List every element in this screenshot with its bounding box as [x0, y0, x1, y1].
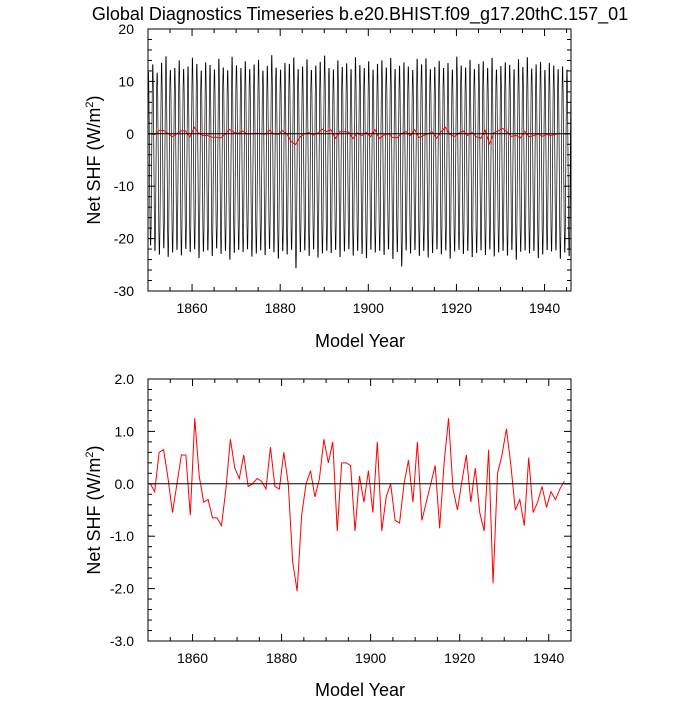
bottom-y-label-close: ): [84, 445, 104, 451]
bottom-x-tick-label: 1860: [177, 650, 208, 666]
top-x-tick-label: 1900: [353, 300, 384, 316]
bottom-y-tick-label: 2.0: [115, 371, 135, 387]
top-y-label-close: ): [84, 95, 104, 101]
bottom-y-tick-label: 0.0: [115, 476, 135, 492]
bottom-plot-frame: [147, 378, 572, 642]
bottom-x-axis-label: Model Year: [315, 680, 405, 700]
top-x-tick-label: 1920: [441, 300, 472, 316]
bottom-series-layer: [149, 418, 565, 592]
top-y-tick-label: -30: [114, 283, 134, 299]
top-axes: 1860 1880 1900 1920 1940 -30 -20 -10 0 10 20: [114, 21, 571, 316]
bottom-panel: 1860 1880 1900 1920 1940 -3.0 -2.0 -1.0 0.0 1.0 2.…: [84, 371, 572, 700]
top-y-tick-label: -20: [114, 231, 134, 247]
top-y-axis-label: Net SHF (W/m2): [84, 95, 104, 224]
top-y-label-main: Net SHF (W/m: [84, 108, 104, 225]
top-y-tick-label: 10: [118, 73, 134, 89]
bottom-y-label-main: Net SHF (W/m: [84, 458, 104, 575]
top-y-tick-label: -10: [114, 178, 134, 194]
top-x-tick-label: 1860: [176, 300, 207, 316]
bottom-series-line-0: [149, 418, 565, 592]
top-plot-frame: [147, 28, 572, 292]
top-y-tick-label: 20: [118, 21, 134, 37]
top-series-line-0: [148, 55, 572, 269]
bottom-y-tick-label: -3.0: [110, 633, 134, 649]
bottom-y-tick-label: -2.0: [110, 581, 134, 597]
bottom-axes: 1860 1880 1900 1920 1940 -3.0 -2.0 -1.0 0.0 1.0 2.…: [110, 371, 572, 666]
top-x-tick-label: 1880: [265, 300, 296, 316]
bottom-y-tick-label: 1.0: [115, 423, 135, 439]
figure-title: Global Diagnostics Timeseries b.e20.BHIS…: [92, 4, 628, 25]
bottom-x-tick-label: 1940: [533, 650, 564, 666]
top-x-tick-label: 1940: [529, 300, 560, 316]
bottom-x-tick-label: 1900: [355, 650, 386, 666]
bottom-x-tick-label: 1880: [266, 650, 297, 666]
top-y-tick-label: 0: [126, 126, 134, 142]
top-panel: 1860 1880 1900 1920 1940 -30 -20 -10 0 10 20 Net S…: [84, 21, 572, 351]
bottom-x-tick-label: 1920: [444, 650, 475, 666]
top-series-line-1: [150, 126, 561, 146]
top-x-axis-label: Model Year: [315, 331, 405, 351]
bottom-y-tick-label: -1.0: [110, 528, 134, 544]
top-series-layer: [148, 55, 572, 269]
bottom-y-label-superscript: 2: [84, 451, 96, 457]
top-y-label-superscript: 2: [84, 101, 96, 107]
bottom-y-axis-label: Net SHF (W/m2): [84, 445, 104, 574]
